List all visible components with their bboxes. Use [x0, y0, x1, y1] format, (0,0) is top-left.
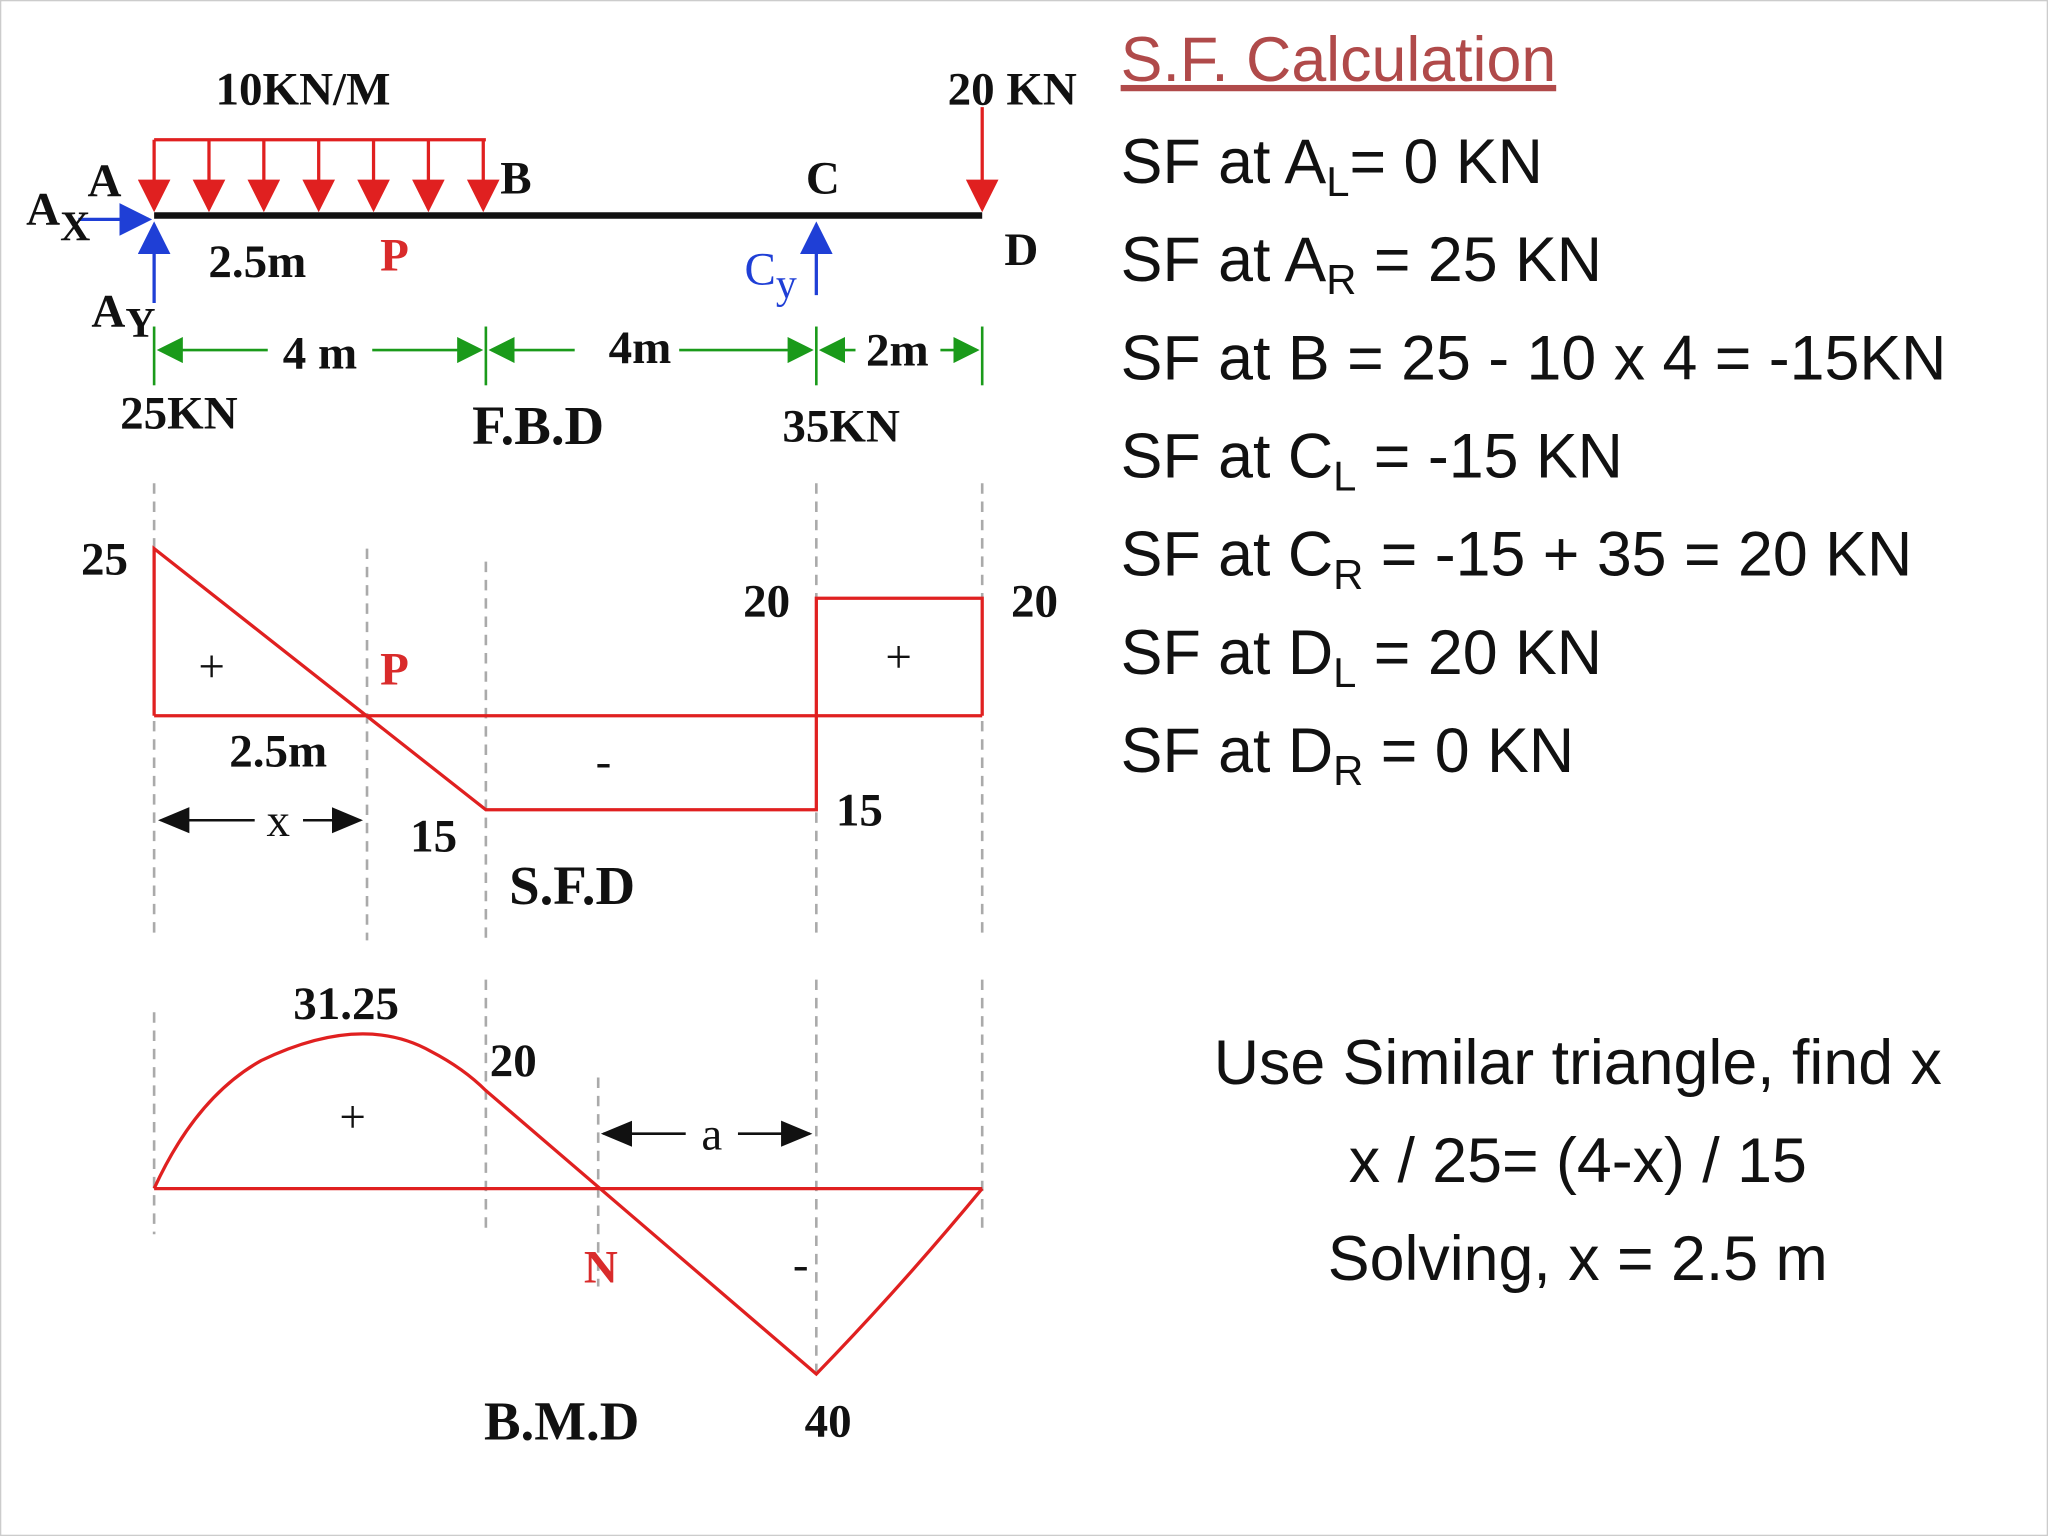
calc-rest: = -15 + 35 = 20 KN — [1363, 520, 1912, 590]
calc-line: SF at CL = -15 KN — [1121, 422, 1623, 500]
calc-line: SF at DR = 0 KN — [1121, 716, 1575, 794]
calc-line: SF at DL = 20 KN — [1121, 618, 1602, 696]
calc-text: SF at A — [1121, 225, 1327, 295]
calc-text: SF at C — [1121, 422, 1334, 492]
value-label: 20 — [490, 1035, 537, 1087]
sign: - — [596, 736, 612, 788]
point-n: N — [584, 1242, 618, 1294]
label: A — [91, 286, 125, 338]
label-sub: y — [776, 262, 797, 308]
reaction-cy: Cy — [744, 244, 796, 308]
calc-rest: = 0 KN — [1363, 716, 1574, 786]
x-label: x — [266, 795, 290, 847]
value-label: 20 — [743, 575, 790, 627]
reaction-ax: AX — [26, 184, 90, 251]
dimensions — [152, 326, 984, 386]
calc-line: SF at AL= 0 KN — [1121, 127, 1543, 205]
label: A — [26, 184, 60, 236]
distance-label: 2.5m — [208, 236, 306, 288]
guide-lines — [152, 979, 984, 1372]
calc-text: SF at C — [1121, 520, 1334, 590]
note-line: x / 25= (4-x) / 15 — [1349, 1126, 1807, 1196]
sfd-title: S.F.D — [509, 855, 635, 916]
distance-label: 2.5m — [229, 726, 327, 778]
point-label: B — [500, 152, 531, 204]
fbd-title: F.B.D — [472, 395, 604, 456]
moment-diagram — [152, 1032, 984, 1377]
calc-line: SF at B = 25 - 10 x 4 = -15KN — [1121, 323, 1947, 393]
label: C — [744, 244, 775, 296]
note-line: Solving, x = 2.5 m — [1328, 1224, 1828, 1294]
label-sub: Y — [125, 301, 155, 347]
dimension-label: 2m — [866, 325, 929, 377]
calc-title: S.F. Calculation — [1121, 25, 1557, 95]
point-p: P — [380, 229, 409, 281]
point-p: P — [380, 643, 409, 695]
reaction-value: 25KN — [120, 387, 238, 439]
calc-rest: = -15 KN — [1356, 422, 1623, 492]
calc-sub: L — [1333, 649, 1356, 696]
calc-text: SF at A — [1121, 127, 1327, 197]
dimension-label: 4m — [609, 322, 672, 374]
bmd: 31.25 20 + a N - 40 B.M.D — [152, 978, 984, 1451]
sign: - — [793, 1239, 809, 1291]
value-label: 15 — [836, 784, 883, 836]
point-label: A — [88, 155, 122, 207]
value-label: 31.25 — [293, 978, 399, 1030]
sign: + — [198, 641, 225, 693]
calc-text: SF at B = 25 - 10 x 4 = -15KN — [1121, 323, 1947, 393]
calc-sub: L — [1326, 158, 1349, 205]
value-label: 40 — [805, 1396, 852, 1448]
calc-line: SF at AR = 25 KN — [1121, 225, 1602, 303]
point-label: C — [806, 152, 840, 204]
point-load-label: 20 KN — [948, 63, 1077, 115]
calc-rest: = 0 KN — [1349, 127, 1542, 197]
point-label: D — [1004, 224, 1038, 276]
calc-sub: R — [1326, 256, 1356, 303]
a-label: a — [701, 1108, 722, 1160]
dimension-label: 4 m — [283, 327, 357, 379]
calc-sub: R — [1333, 747, 1363, 794]
sign: + — [885, 632, 912, 684]
sign: + — [339, 1091, 366, 1143]
shear-diagram — [152, 545, 984, 812]
load-label: 10KN/M — [216, 63, 391, 115]
value-label: 20 — [1011, 575, 1058, 627]
reaction-ay: AY — [91, 286, 155, 347]
load-arrows — [137, 107, 999, 213]
note-line: Use Similar triangle, find x — [1214, 1028, 1942, 1098]
label-sub: X — [60, 204, 90, 250]
calc-sub: R — [1333, 551, 1363, 598]
value-label: 25 — [81, 534, 128, 586]
calc-line: SF at CR = -15 + 35 = 20 KN — [1121, 520, 1913, 598]
sfd: 25 + P 2.5m - 20 20 + 15 15 x S.F.D — [81, 483, 1058, 941]
calc-text: SF at D — [1121, 716, 1334, 786]
fbd: 10KN/M 20 KN A B C D AX AY Cy 2.5m P 4 m… — [26, 63, 1077, 456]
bmd-title: B.M.D — [484, 1390, 639, 1451]
calc-rest: = 20 KN — [1356, 618, 1602, 688]
reaction-value: 35KN — [782, 400, 900, 452]
calc-sub: L — [1333, 453, 1356, 500]
value-label: 15 — [410, 811, 457, 863]
calc-text: SF at D — [1121, 618, 1334, 688]
reaction-arrows — [78, 203, 833, 304]
calc-rest: = 25 KN — [1356, 225, 1602, 295]
